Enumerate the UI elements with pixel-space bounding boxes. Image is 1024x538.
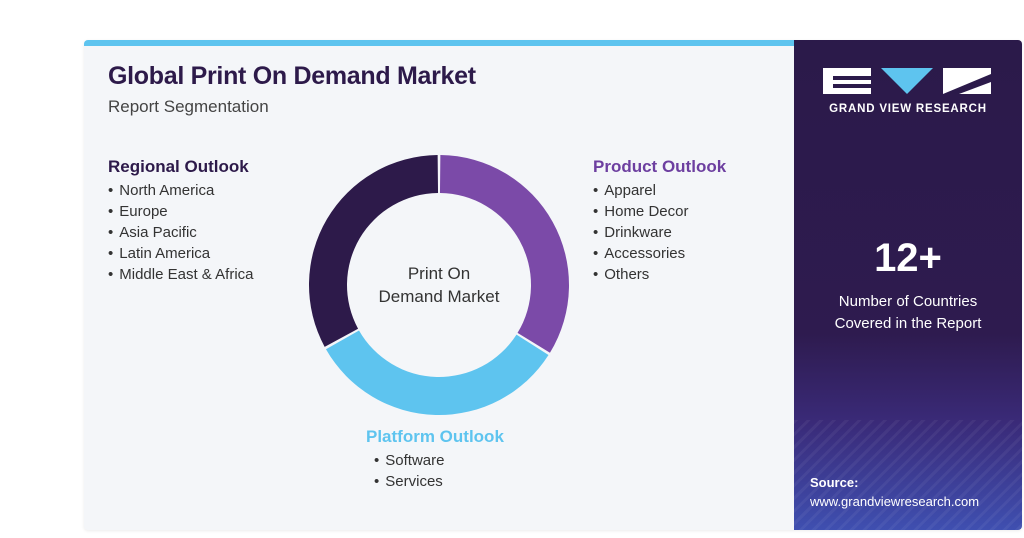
list-item: • Latin America [108,245,211,262]
report-segmentation-card: Global Print On Demand Market Report Seg… [84,40,1022,530]
list-item: • Software [374,452,445,469]
product-outlook-list: • Apparel • Home Decor • Drinkware • Accesso… [593,180,726,285]
product-outlook-title: Product Outlook [593,157,727,176]
list-item: • Apparel [593,182,656,199]
list-item: • Drinkware [593,224,672,241]
regional-item-label: Asia Pacific [119,224,197,241]
list-item: • North America [108,182,215,199]
product-item-label: Apparel [604,182,656,199]
list-item: • Home Decor [593,203,689,220]
countries-stat-label: Number of Countries Covered in the Repor… [814,291,1002,335]
list-item: • Services [374,473,443,490]
product-outlook: Product Outlook • Apparel • Home Decor • Dr… [593,157,726,285]
sidebar-panel [794,40,1022,530]
regional-item-label: Middle East & Africa [119,266,254,283]
segmentation-donut [309,155,569,415]
donut-center-line-2: Demand Market [378,287,500,306]
regional-item-label: Latin America [119,245,211,262]
regional-item-label: North America [119,182,215,199]
regional-item-label: Europe [119,203,168,220]
donut-segment-regional [309,155,439,347]
list-item: • Europe [108,203,168,220]
page-title: Global Print On Demand Market [108,62,476,90]
countries-stat-line-1: Number of Countries [838,293,978,310]
platform-outlook-list: • Software • Services [366,450,504,492]
platform-item-label: Software [385,452,445,469]
platform-item-label: Services [385,473,443,490]
countries-stat-line-2: Covered in the Report [834,315,982,332]
product-item-label: Drinkware [604,224,672,241]
platform-outlook: Platform Outlook • Software • Services [366,427,504,492]
product-item-label: Accessories [604,245,686,262]
product-item-label: Others [604,266,650,283]
donut-center-line-1: Print On [407,264,471,283]
source-url: www.grandviewresearch.com [810,494,980,509]
platform-outlook-title: Platform Outlook [366,427,504,446]
donut-segment-product [439,155,569,353]
decorative-stripes [794,420,1022,530]
source-label: Source: [810,475,859,490]
donut-center-label: Print On Demand Market [349,262,529,308]
list-item: • Others [593,266,650,283]
regional-outlook: Regional Outlook • North America • Europe … [108,157,254,285]
grand-view-research-logo [823,68,991,94]
regional-outlook-list: • North America • Europe • Asia Pacific • La… [108,180,254,285]
brand-name: GRAND VIEW RESEARCH [829,103,987,115]
list-item: • Middle East & Africa [108,266,254,283]
countries-stat-value: 12+ [874,236,942,280]
donut-segment-platform [325,330,549,415]
page-subtitle: Report Segmentation [108,97,269,116]
accent-bar [84,40,794,46]
product-item-label: Home Decor [604,203,689,220]
list-item: • Accessories [593,245,686,262]
regional-outlook-title: Regional Outlook [108,157,249,176]
list-item: • Asia Pacific [108,224,197,241]
